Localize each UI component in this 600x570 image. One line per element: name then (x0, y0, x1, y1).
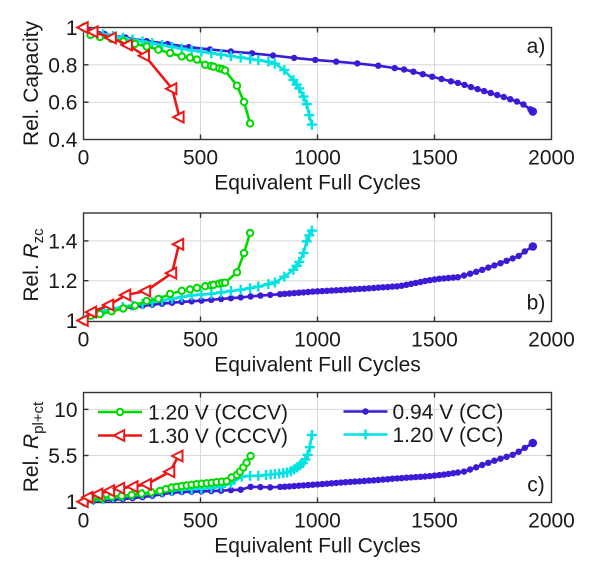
svg-text:c): c) (527, 473, 545, 496)
svg-text:1000: 1000 (294, 510, 341, 533)
svg-text:0.6: 0.6 (48, 92, 77, 115)
svg-text:2000: 2000 (528, 510, 575, 533)
svg-text:1.20 V (CCCV): 1.20 V (CCCV) (148, 402, 288, 425)
svg-text:a): a) (527, 35, 546, 58)
svg-text:1000: 1000 (294, 147, 341, 170)
svg-text:2000: 2000 (528, 329, 575, 352)
svg-text:Equivalent Full Cycles: Equivalent Full Cycles (214, 535, 421, 558)
svg-text:500: 500 (183, 147, 218, 170)
svg-text:0.8: 0.8 (48, 54, 77, 77)
svg-text:Equivalent Full Cycles: Equivalent Full Cycles (214, 172, 421, 195)
svg-text:500: 500 (183, 329, 218, 352)
svg-text:1500: 1500 (411, 147, 458, 170)
svg-text:1500: 1500 (411, 329, 458, 352)
svg-text:1.30 V (CCCV): 1.30 V (CCCV) (148, 425, 288, 448)
svg-text:Rel. Capacity: Rel. Capacity (20, 21, 43, 146)
svg-text:10: 10 (54, 399, 77, 422)
svg-text:1.2: 1.2 (48, 270, 77, 293)
svg-text:b): b) (527, 291, 546, 314)
svg-text:0.4: 0.4 (48, 129, 78, 152)
svg-text:1: 1 (66, 17, 78, 40)
svg-text:0.94 V (CC): 0.94 V (CC) (393, 401, 504, 424)
svg-text:5.5: 5.5 (48, 445, 77, 468)
svg-text:0: 0 (78, 329, 90, 352)
svg-text:2000: 2000 (528, 147, 575, 170)
svg-text:1.20 V (CC): 1.20 V (CC) (393, 424, 504, 447)
svg-text:1.4: 1.4 (48, 230, 78, 253)
svg-text:0: 0 (78, 510, 90, 533)
svg-text:500: 500 (183, 510, 218, 533)
svg-text:1500: 1500 (411, 510, 458, 533)
svg-text:1000: 1000 (294, 329, 341, 352)
svg-text:1: 1 (66, 491, 78, 514)
svg-text:Equivalent Full Cycles: Equivalent Full Cycles (214, 354, 421, 377)
svg-text:0: 0 (78, 147, 90, 170)
svg-text:1: 1 (66, 310, 78, 333)
